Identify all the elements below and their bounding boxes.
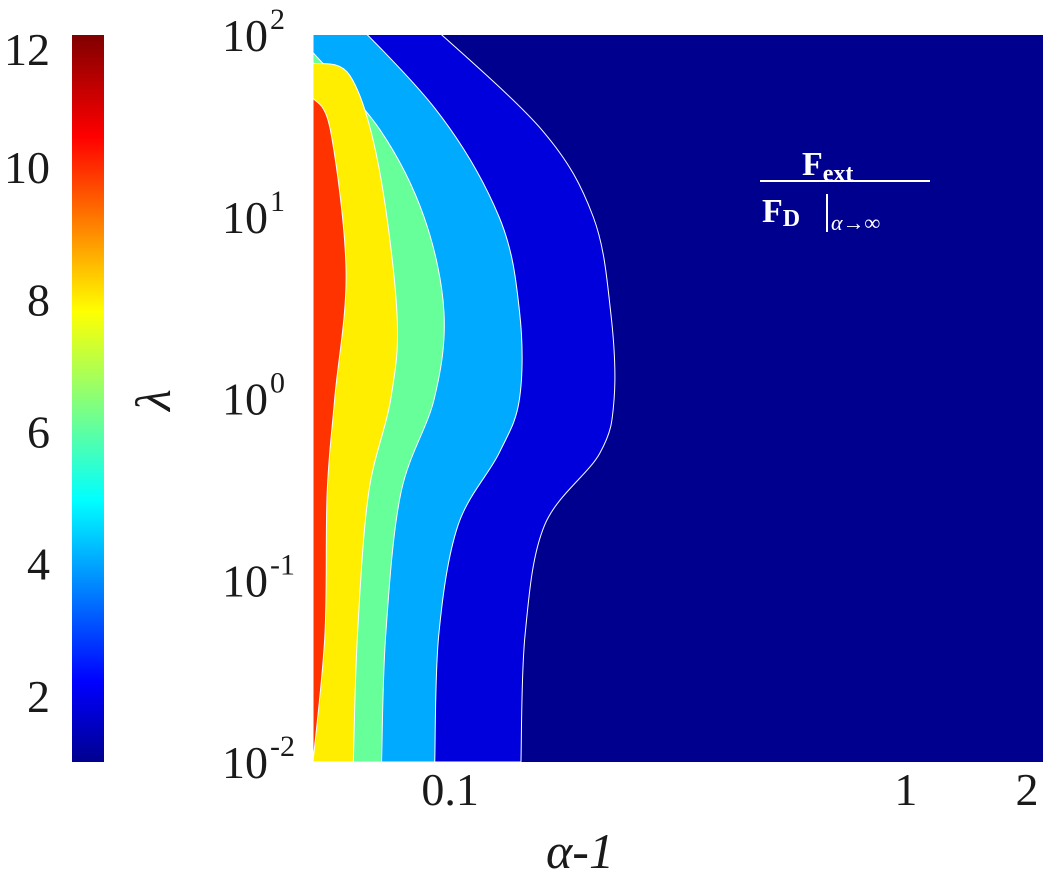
colorbar-tick-label: 4 <box>27 539 50 590</box>
y-tick-exponent: -1 <box>270 548 295 581</box>
y-axis-label: λ <box>125 389 181 413</box>
y-tick-exponent: -2 <box>270 730 295 763</box>
y-tick-exponent: 2 <box>270 3 285 36</box>
contour-plot <box>313 35 1043 762</box>
x-tick-label: 2 <box>1016 764 1039 815</box>
colorbar-tick-label: 10 <box>4 142 50 193</box>
annotation-denominator: F <box>762 193 783 230</box>
annotation-numerator: F <box>802 146 823 183</box>
y-tick-label: 10 <box>222 555 268 606</box>
y-tick-label: 10 <box>222 10 268 61</box>
y-tick-label: 10 <box>222 737 268 788</box>
contour-layers <box>313 35 616 762</box>
svg-text:FD: FD <box>762 193 800 232</box>
colorbar <box>72 35 104 762</box>
colorbar-tick-label: 8 <box>27 274 50 325</box>
colorbar-tick-label: 6 <box>27 407 50 458</box>
annotation-denominator-sub: D <box>783 206 800 232</box>
contour-region-10-5 <box>313 97 347 762</box>
colorbar-ticks: 2 4 6 8 10 12 <box>4 24 50 722</box>
x-tick-label: 1 <box>894 764 917 815</box>
y-tick-exponent: 0 <box>270 367 285 400</box>
y-tick-label: 10 <box>222 192 268 243</box>
y-tick-label: 10 <box>222 374 268 425</box>
colorbar-tick-label: 12 <box>4 24 50 75</box>
annotation-numerator-sub: ext <box>823 161 854 187</box>
y-tick-exponent: 1 <box>270 185 285 218</box>
colorbar-tick-label: 2 <box>27 671 50 722</box>
svg-text:Fext: Fext <box>802 146 853 187</box>
x-axis-ticks: 0.1 1 2 <box>421 764 1038 815</box>
x-axis-label: α-1 <box>546 823 614 879</box>
x-tick-label: 0.1 <box>421 764 479 815</box>
annotation-eval-sub: α→∞ <box>831 210 881 235</box>
force-ratio-annotation: Fext FD α→∞ <box>760 146 930 235</box>
